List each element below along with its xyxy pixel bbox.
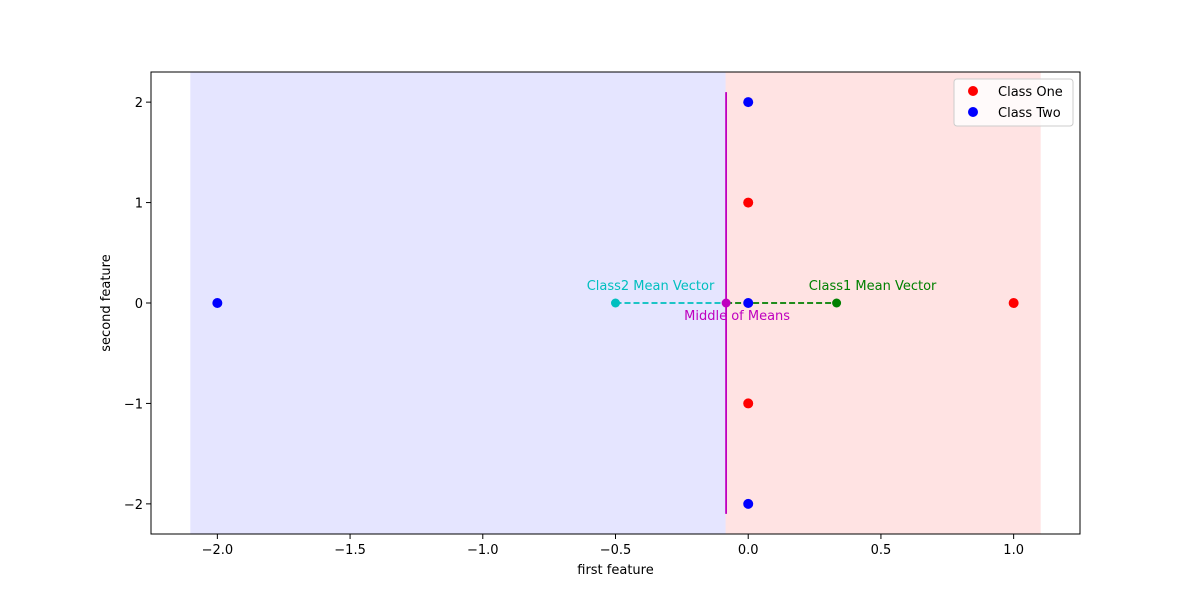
y-axis-label: second feature [99, 254, 114, 351]
legend: Class One Class Two [953, 78, 1074, 127]
y-tick-label: 1 [135, 197, 143, 212]
class-one-point-0 [743, 197, 754, 208]
class-two-point-1 [743, 298, 754, 308]
class2-mean-marker [611, 298, 620, 308]
class-one-point-2 [1008, 298, 1019, 308]
middle-of-means-marker [721, 298, 731, 308]
x-tick-label: −2.0 [202, 543, 234, 558]
annotations: Class2 Mean Vector Class1 Mean Vector Mi… [587, 279, 937, 324]
x-tick-label: −0.5 [600, 543, 632, 558]
legend-marker-class-one [968, 86, 978, 96]
class2-mean-label: Class2 Mean Vector [587, 279, 715, 294]
region-class-one [725, 71, 1041, 535]
y-tick-label: −2 [124, 498, 143, 513]
x-tick-label: 0.0 [738, 543, 759, 558]
middle-of-means-label: Middle of Means [684, 309, 790, 324]
class1-mean-label: Class1 Mean Vector [809, 279, 937, 294]
class-two-point-0 [743, 97, 754, 108]
y-tick-label: −1 [124, 397, 143, 412]
legend-label-class-two: Class Two [998, 106, 1061, 121]
data-points [212, 97, 1019, 509]
x-tick-label: 1.0 [1003, 543, 1024, 558]
y-axis-ticks: 2 1 0 −1 −2 [124, 96, 151, 513]
x-tick-label: −1.0 [467, 543, 499, 558]
x-axis-ticks: −2.0 −1.5 −1.0 −0.5 0.0 0.5 1.0 [202, 534, 1024, 558]
class-two-point-2 [743, 498, 754, 509]
x-axis-label: first feature [577, 563, 653, 578]
class-two-point-3 [212, 298, 223, 308]
legend-box [953, 78, 1074, 127]
legend-label-class-one: Class One [998, 85, 1063, 100]
y-tick-label: 2 [135, 96, 143, 111]
y-tick-label: 0 [135, 297, 143, 312]
class1-mean-marker [832, 298, 842, 308]
x-tick-label: −1.5 [334, 543, 366, 558]
x-tick-label: 0.5 [871, 543, 892, 558]
class-one-point-1 [743, 398, 754, 409]
legend-marker-class-two [968, 107, 978, 117]
